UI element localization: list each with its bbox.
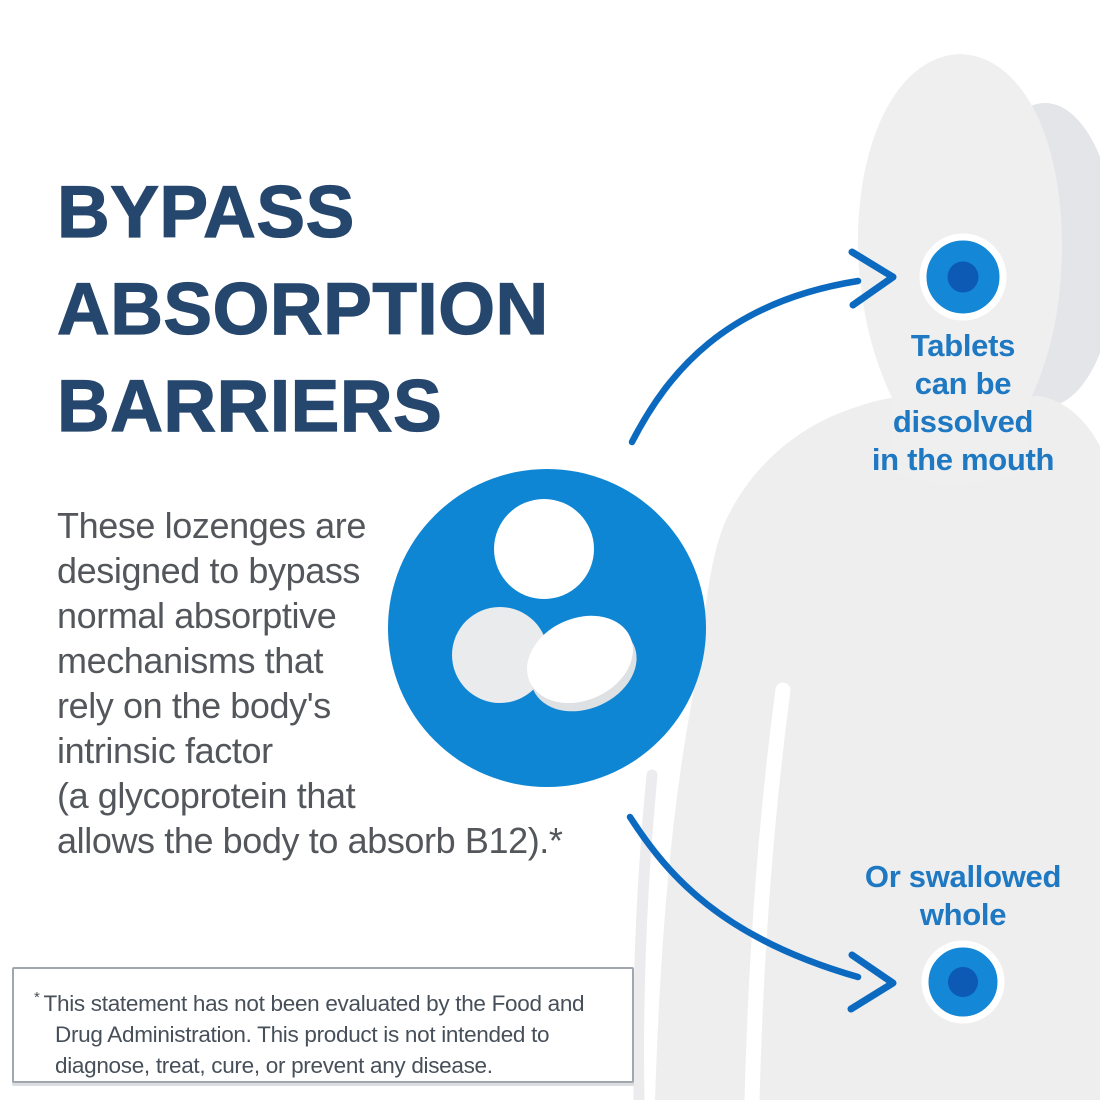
disclaimer-asterisk: * xyxy=(34,989,40,1006)
stomach-dot-inner xyxy=(948,967,978,997)
disclaimer-line-text: This statement has not been evaluated by… xyxy=(43,991,585,1016)
description-line: designed to bypass xyxy=(57,550,361,591)
page-title-line: BARRIERS xyxy=(56,365,443,447)
lozenge-tablet-left xyxy=(452,607,548,703)
mouth-annotation: Tablets can be dissolved in the mouth xyxy=(790,327,1100,479)
curved-arrow-to-stomach-icon xyxy=(626,813,897,1013)
lozenge-tablet-right-face xyxy=(527,615,633,704)
disclaimer-line: * This statement has not been evaluated b… xyxy=(34,982,616,1019)
mouth-annotation-line: can be xyxy=(914,366,1012,401)
page-title: BYPASS ABSORPTION BARRIERS xyxy=(56,164,549,455)
arm-seam-highlight xyxy=(744,682,791,1100)
tablet-dot-mouth-icon xyxy=(919,233,1007,321)
lozenges-circle-background xyxy=(388,469,706,787)
arrow-to-mouth-curve xyxy=(628,277,862,446)
mouth-dot-inner xyxy=(947,261,979,293)
stomach-annotation-line: whole xyxy=(919,897,1007,932)
arrow-to-mouth-head xyxy=(848,248,897,309)
disclaimer-line: Drug Administration. This product is not… xyxy=(55,1022,550,1047)
description-line: rely on the body's xyxy=(57,685,331,726)
curved-arrow-to-mouth-icon xyxy=(628,248,897,446)
description-line: intrinsic factor xyxy=(57,730,273,771)
description-line: normal absorptive xyxy=(57,595,337,636)
tablet-dot-stomach-icon xyxy=(921,940,1005,1024)
arrow-to-stomach-curve xyxy=(626,813,862,981)
lozenge-tablet-top xyxy=(494,499,594,599)
disclaimer-line: diagnose, treat, cure, or prevent any di… xyxy=(55,1053,493,1078)
mouth-annotation-line: in the mouth xyxy=(871,442,1055,477)
description-line: mechanisms that xyxy=(57,640,324,681)
stomach-annotation: Or swallowed whole xyxy=(790,858,1100,934)
disclaimer-box: * This statement has not been evaluated b… xyxy=(12,967,634,1083)
lozenges-in-circle-icon xyxy=(388,469,706,787)
stomach-annotation-line: Or swallowed xyxy=(864,859,1062,894)
description-line: allows the body to absorb B12).* xyxy=(57,820,563,861)
page-title-line: BYPASS xyxy=(56,171,355,253)
lozenge-tablet-right xyxy=(527,615,637,712)
arm-edge-sliver xyxy=(633,769,658,1100)
description-line: These lozenges are xyxy=(57,505,366,546)
description-line: (a glycoprotein that xyxy=(57,775,356,816)
mouth-annotation-line: dissolved xyxy=(892,404,1034,439)
description-text: These lozenges are designed to bypass no… xyxy=(57,503,563,863)
page-title-line: ABSORPTION xyxy=(56,268,549,350)
arrow-to-stomach-head xyxy=(847,951,897,1013)
mouth-annotation-line: Tablets xyxy=(910,328,1016,363)
